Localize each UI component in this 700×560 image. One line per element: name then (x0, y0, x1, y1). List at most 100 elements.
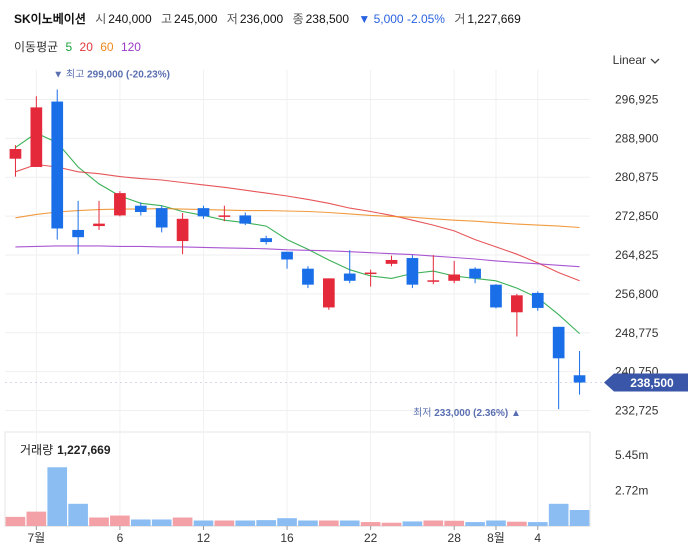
price-tick-label: 288,900 (615, 131, 659, 145)
ma5-line (15, 132, 580, 335)
ma20-line (15, 163, 580, 282)
open-value: 240,000 (108, 12, 152, 26)
candle (114, 191, 126, 217)
volume-bar (486, 520, 506, 526)
candle-body (239, 215, 252, 224)
volume-bar (381, 522, 402, 526)
candle (93, 200, 105, 230)
candle (239, 212, 252, 226)
volume-bar (214, 520, 235, 526)
candle-body (302, 268, 314, 285)
price-tick-label: 256,800 (615, 287, 659, 301)
date-tick-label: 7월 (27, 531, 45, 545)
candle (302, 266, 314, 289)
date-tick-label: 28 (448, 531, 462, 545)
candle-body (531, 292, 544, 308)
high-low-markers: ▼ 최고 299,000 (-20.23%) 최저 233,000 (2.36%)… (53, 68, 521, 419)
scale-selector[interactable]: Linear (613, 53, 660, 67)
stock-name: SK이노베이션 (14, 12, 86, 26)
volume-bars (5, 467, 590, 526)
scale-label: Linear (612, 53, 646, 67)
candle-body (72, 229, 84, 238)
candle (51, 89, 64, 240)
price-tick-label: 296,925 (615, 92, 659, 106)
volume-bar (193, 520, 214, 526)
candle (364, 269, 377, 287)
open-label: 시 (95, 12, 107, 26)
candle (260, 235, 273, 245)
ma-legend-60[interactable]: 60 (100, 40, 114, 54)
volume-bar (319, 520, 339, 526)
volume-bar (172, 517, 193, 526)
volume-bar (298, 520, 318, 526)
ma-legend-5[interactable]: 5 (65, 40, 73, 54)
candle (448, 260, 461, 284)
grid-lines (4, 70, 591, 527)
candle-body (51, 101, 64, 229)
date-tick-label: 12 (197, 531, 211, 545)
volume-bar (423, 520, 444, 526)
close-value: 238,500 (305, 12, 349, 26)
volume-bar (5, 516, 26, 526)
volume-bar (527, 522, 548, 526)
volume-bar (277, 518, 297, 526)
volume-bar (444, 520, 465, 526)
change-down-icon: ▼ (358, 12, 371, 26)
volume-bar (130, 519, 151, 526)
candle-body (511, 295, 523, 313)
candle-body (385, 259, 398, 264)
candle (427, 255, 440, 285)
current-price-badge (604, 373, 688, 392)
candle (469, 267, 481, 284)
candle-body (364, 272, 377, 275)
candle-body (469, 268, 481, 279)
date-tick-label: 22 (364, 531, 378, 545)
candle (531, 291, 544, 311)
price-tick-label: 272,850 (615, 209, 659, 223)
ma-legend-120[interactable]: 120 (120, 40, 141, 54)
date-tick-label: 16 (280, 531, 294, 545)
volume-bar (68, 503, 88, 526)
candle (552, 326, 565, 410)
candle (511, 293, 523, 337)
candle-body (176, 218, 189, 242)
candle-body (427, 280, 440, 282)
candle-body (197, 208, 210, 217)
candle (155, 205, 168, 233)
current-price-tag: 238,500 (5, 373, 688, 392)
volume-value: 1,227,669 (467, 12, 521, 26)
chevron-down-icon (650, 58, 660, 64)
candle-body (30, 107, 43, 167)
volume-bar (26, 511, 47, 526)
candle (281, 251, 293, 269)
volume-bar (569, 509, 590, 526)
volume-bar (235, 520, 256, 526)
price-tick-label: 248,775 (615, 326, 659, 340)
candle (134, 202, 147, 216)
date-axis: 7월 6 12 16 22 28 8월 4 (27, 526, 541, 545)
candle (218, 205, 231, 222)
volume-panel-value: 1,227,669 (57, 443, 111, 457)
close-label: 종 (292, 12, 304, 26)
ma-legend-title: 이동평균 (14, 40, 59, 54)
date-tick-label: 4 (534, 531, 541, 545)
volume-bar (47, 467, 68, 526)
volume-panel-label: 거래량 (20, 443, 54, 457)
candle-body (134, 205, 147, 213)
volume-bar (548, 503, 569, 526)
volume-bar (402, 521, 423, 526)
price-tick-label: 264,825 (615, 248, 659, 262)
candle (385, 255, 398, 267)
candle (176, 212, 189, 255)
ma-legend-20[interactable]: 20 (79, 40, 93, 54)
date-tick-label: 6 (117, 531, 124, 545)
candle-body (448, 274, 461, 281)
candle-body (9, 149, 22, 159)
date-tick-label: 8월 (487, 531, 505, 545)
quote-header: SK이노베이션 시 240,000 고 245,000 저 236,000 종 238,… (14, 10, 527, 27)
candle-body (490, 284, 502, 308)
candle (197, 205, 210, 219)
low-label: 저 (226, 12, 238, 26)
volume-tick-label: 2.72m (615, 483, 648, 497)
